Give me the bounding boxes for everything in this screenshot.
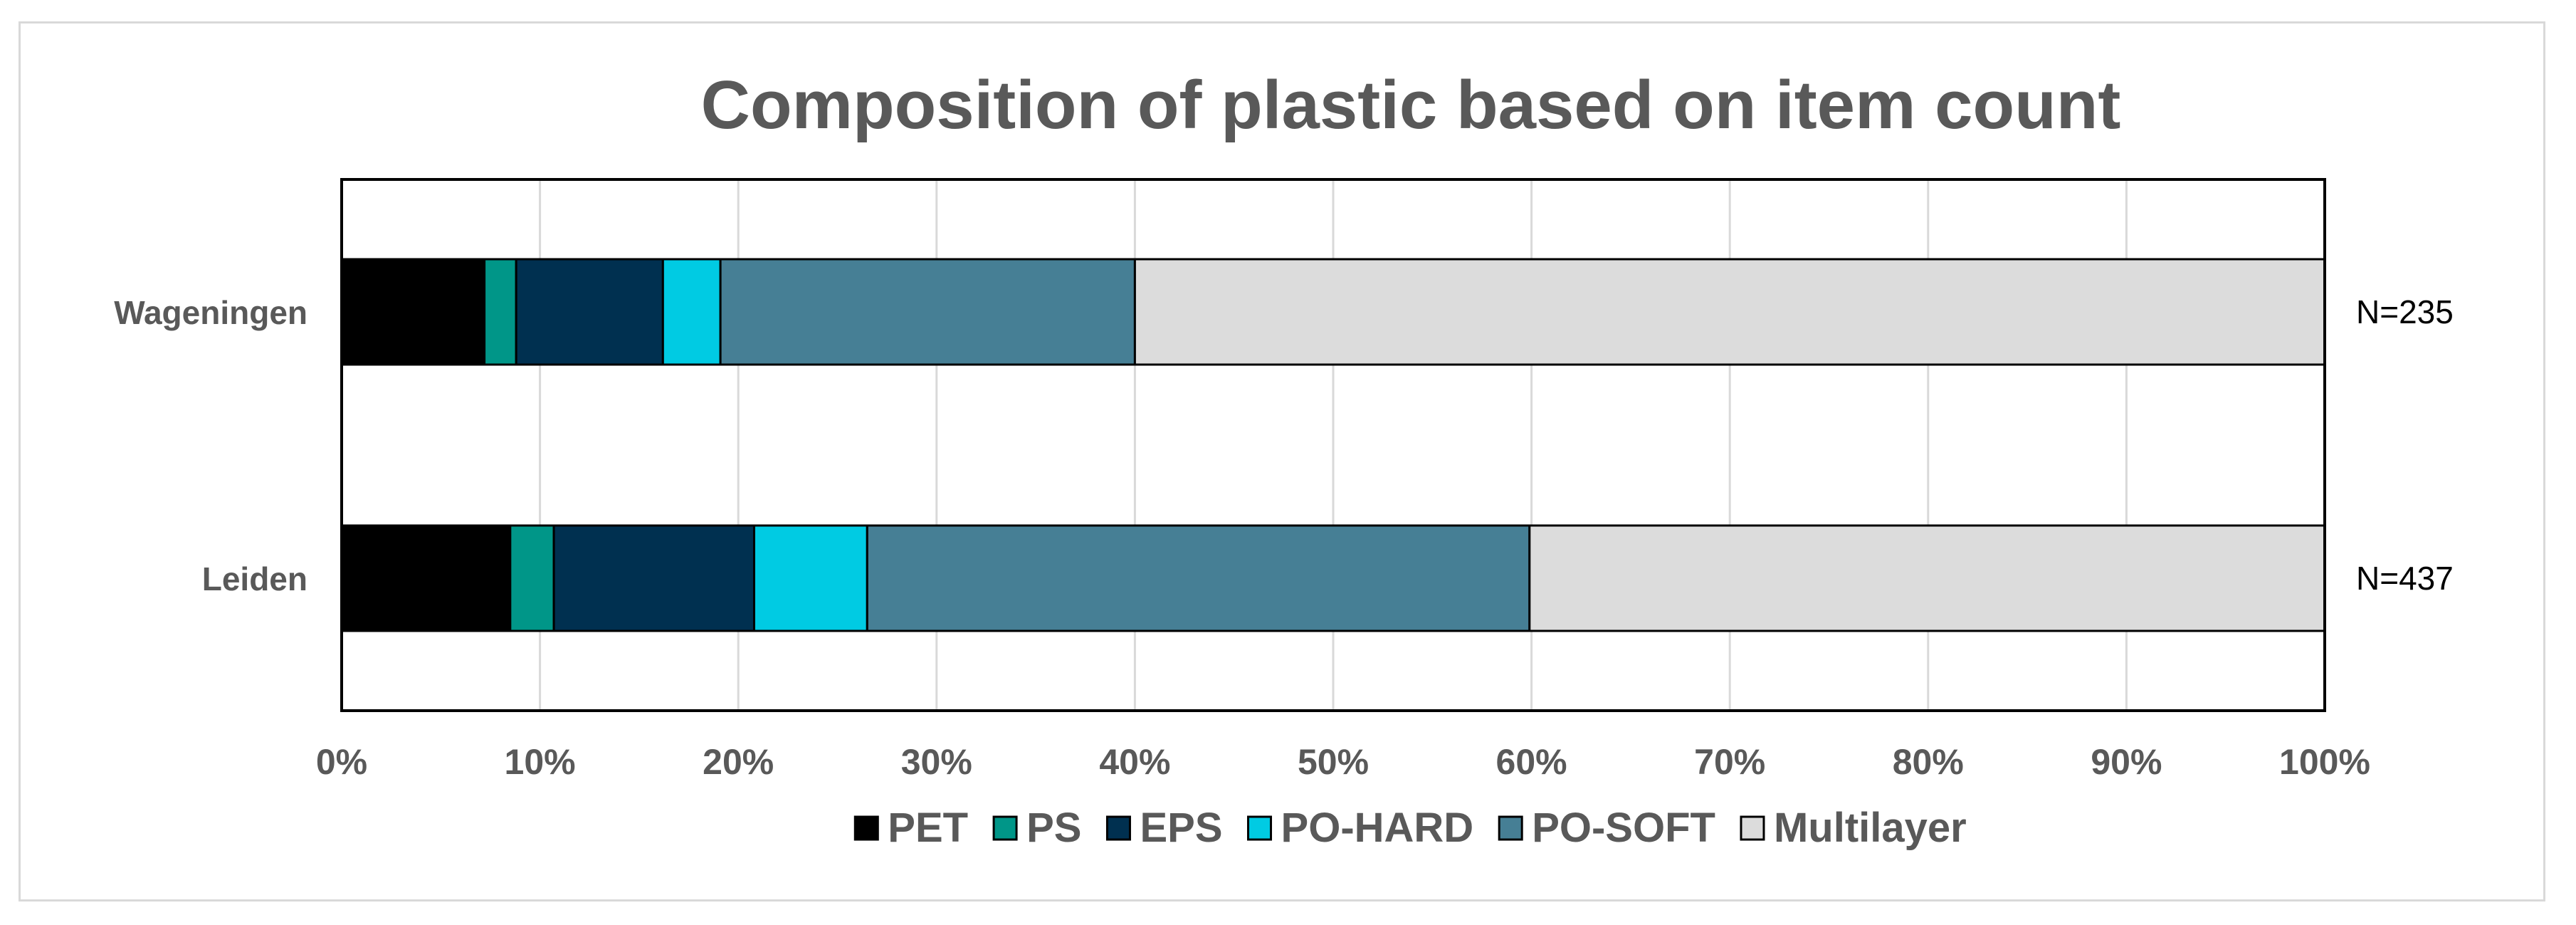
legend-swatch: [853, 815, 879, 841]
bar-segment-po-soft: [866, 524, 1531, 632]
bar-segment-pet: [340, 258, 486, 366]
bar-segment-multilayer: [1133, 258, 2326, 366]
x-tick-label: 100%: [2279, 742, 2370, 782]
category-label: Wageningen: [114, 294, 307, 331]
x-tick-label: 0%: [316, 742, 367, 782]
bar-segment-po-soft: [719, 258, 1136, 366]
bar-segment-multilayer: [1528, 524, 2326, 632]
bar-segment-ps: [483, 258, 517, 366]
x-tick-label: 30%: [901, 742, 972, 782]
bar-segment-ps: [509, 524, 555, 632]
sample-size-label: N=235: [2356, 293, 2454, 330]
legend-label: PO-HARD: [1281, 805, 1474, 851]
legend: PET PS EPS PO-HARD PO-SOFT Multilayer: [853, 805, 1967, 851]
legend-label: Multilayer: [1774, 805, 1967, 851]
category-label: Leiden: [202, 560, 307, 597]
legend-swatch: [1247, 815, 1273, 841]
x-tick-label: 20%: [703, 742, 774, 782]
x-tick-label: 40%: [1099, 742, 1170, 782]
legend-label: PO-SOFT: [1532, 805, 1715, 851]
legend-swatch: [1105, 815, 1131, 841]
x-tick-labels: 0% 10% 20% 30% 40% 50% 60% 70% 80% 90% 100%: [316, 742, 2370, 782]
legend-item: Multilayer: [1740, 805, 1967, 851]
legend-label: EPS: [1140, 805, 1222, 851]
x-tick-label: 10%: [505, 742, 576, 782]
legend-item: PO-HARD: [1247, 805, 1474, 851]
legend-swatch: [1498, 815, 1523, 841]
legend-swatch: [1740, 815, 1765, 841]
x-tick-label: 60%: [1496, 742, 1567, 782]
legend-item: PS: [992, 805, 1081, 851]
legend-item: EPS: [1105, 805, 1223, 851]
bar-segment-pet: [340, 524, 512, 632]
x-tick-label: 50%: [1298, 742, 1369, 782]
bar-segment-po-hard: [752, 524, 868, 632]
plot-area-border: [340, 178, 2326, 712]
x-tick-label: 90%: [2091, 742, 2162, 782]
sample-size-label: N=437: [2356, 560, 2454, 597]
legend-swatch: [992, 815, 1018, 841]
legend-item: PET: [853, 805, 968, 851]
chart-title: Composition of plastic based on item cou…: [701, 67, 2121, 143]
legend-item: PO-SOFT: [1498, 805, 1715, 851]
chart-frame: [19, 21, 2545, 902]
bar-segment-po-hard: [661, 258, 722, 366]
annotations: N=235 N=437: [2356, 293, 2454, 597]
category-labels: Wageningen Leiden: [114, 294, 307, 597]
legend-label: PS: [1026, 805, 1081, 851]
bar-segment-eps: [515, 258, 664, 366]
x-tick-label: 80%: [1893, 742, 1964, 782]
bar-segment-eps: [552, 524, 755, 632]
bars: [340, 258, 2326, 632]
x-tick-label: 70%: [1694, 742, 1765, 782]
legend-label: PET: [888, 805, 968, 851]
